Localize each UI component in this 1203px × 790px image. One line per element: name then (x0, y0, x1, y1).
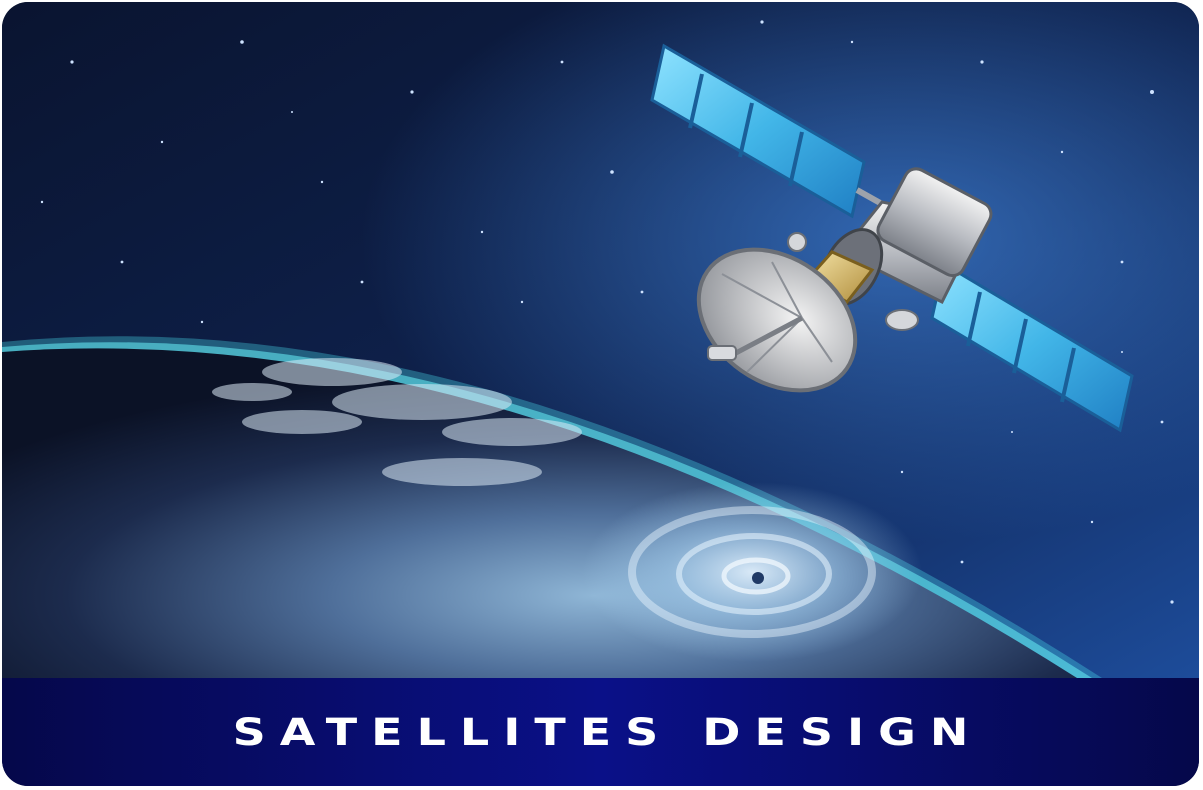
satellite (650, 43, 1134, 433)
earth (2, 336, 1102, 678)
caption-bar: SATELLITES DESIGN (2, 678, 1199, 786)
cloud-cover (212, 358, 582, 486)
hurricane-swirl (582, 482, 922, 662)
space-illustration (2, 2, 1199, 678)
star-field (40, 20, 1174, 604)
solar-panel-upper (650, 43, 866, 219)
satellite-dish (696, 247, 858, 393)
card-title: SATELLITES DESIGN (232, 709, 983, 755)
